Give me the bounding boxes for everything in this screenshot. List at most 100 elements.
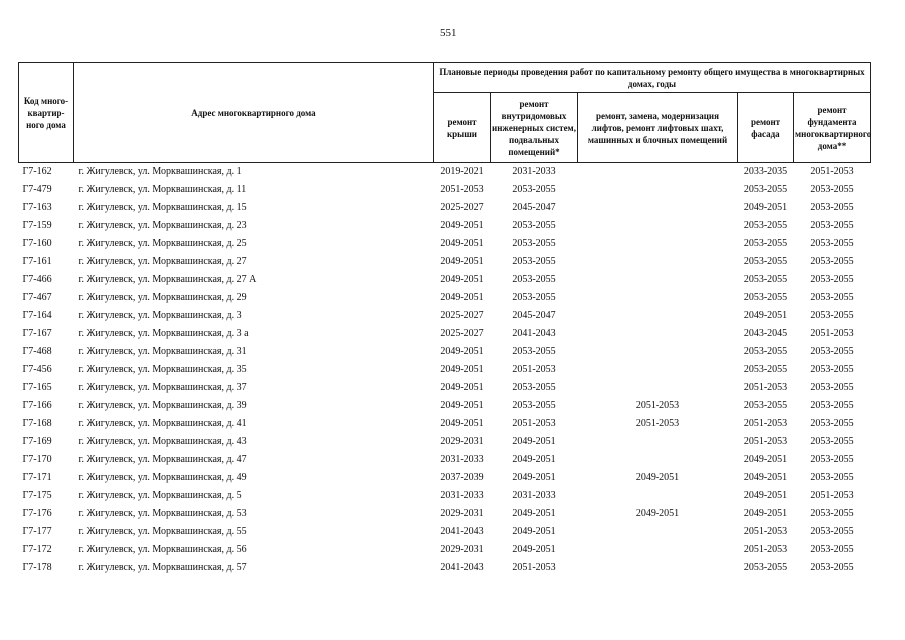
table-row: Г7-161 г. Жигулевск, ул. Морквашинская, д…: [19, 253, 871, 271]
cell-roof: 2019-2021: [440, 166, 484, 177]
cell-roof: 2031-2033: [440, 490, 484, 501]
cell-lifts: [578, 181, 738, 199]
table-row: Г7-160 г. Жигулевск, ул. Морквашинская, д…: [19, 235, 871, 253]
cell-roof: 2029-2031: [440, 436, 484, 447]
cell-roof: 2049-2051: [440, 292, 484, 303]
header-systems: ремонт внутридомовых инженерных систем, …: [490, 92, 578, 163]
cell-systems: 2031-2033: [512, 166, 556, 177]
cell-foundation: 2053-2055: [810, 220, 854, 231]
cell-foundation: 2053-2055: [810, 382, 854, 393]
cell-foundation: 2053-2055: [810, 292, 854, 303]
cell-code: Г7-467: [22, 292, 52, 303]
cell-address: г. Жигулевск, ул. Морквашинская, д. 1: [78, 166, 242, 177]
cell-facade: 2053-2055: [743, 238, 788, 249]
cell-foundation: 2053-2055: [810, 364, 854, 375]
cell-lifts: [578, 451, 738, 469]
cell-roof: 2025-2027: [440, 310, 484, 321]
cell-systems: 2049-2051: [512, 436, 556, 447]
cell-address: г. Жигулевск, ул. Морквашинская, д. 29: [78, 292, 247, 303]
cell-foundation: 2053-2055: [810, 202, 854, 213]
cell-systems: 2053-2055: [512, 346, 556, 357]
cell-roof: 2041-2043: [440, 526, 484, 537]
cell-roof: 2049-2051: [440, 274, 484, 285]
cell-code: Г7-175: [22, 490, 52, 501]
cell-lifts: [578, 379, 738, 397]
cell-address: г. Жигулевск, ул. Морквашинская, д. 39: [78, 400, 247, 411]
header-group: Плановые периоды проведения работ по кап…: [433, 62, 871, 93]
cell-foundation: 2051-2053: [810, 490, 854, 501]
cell-facade: 2051-2053: [743, 436, 788, 447]
cell-lifts: [578, 163, 738, 182]
cell-facade: 2053-2055: [743, 184, 788, 195]
table-row: Г7-169 г. Жигулевск, ул. Морквашинская, д…: [19, 433, 871, 451]
cell-foundation: 2053-2055: [810, 562, 854, 573]
cell-systems: 2053-2055: [512, 256, 556, 267]
cell-address: г. Жигулевск, ул. Морквашинская, д. 25: [78, 238, 247, 249]
cell-address: г. Жигулевск, ул. Морквашинская, д. 57: [78, 562, 247, 573]
cell-code: Г7-479: [22, 184, 52, 195]
cell-code: Г7-171: [22, 472, 52, 483]
cell-systems: 2041-2043: [512, 328, 556, 339]
cell-roof: 2037-2039: [440, 472, 484, 483]
table-row: Г7-162 г. Жигулевск, ул. Морквашинская, д…: [19, 163, 871, 182]
cell-lifts: [578, 325, 738, 343]
cell-facade: 2053-2055: [743, 364, 788, 375]
cell-foundation: 2051-2053: [810, 166, 854, 177]
cell-lifts: 2049-2051: [635, 508, 680, 519]
cell-lifts: [578, 253, 738, 271]
cell-address: г. Жигулевск, ул. Морквашинская, д. 11: [78, 184, 247, 195]
cell-lifts: [578, 541, 738, 559]
cell-roof: 2049-2051: [440, 382, 484, 393]
cell-roof: 2025-2027: [440, 328, 484, 339]
cell-systems: 2053-2055: [512, 238, 556, 249]
cell-facade: 2033-2035: [743, 166, 788, 177]
cell-lifts: [578, 487, 738, 505]
header-address: Адрес многоквартирного дома: [73, 62, 434, 163]
table-row: Г7-167 г. Жигулевск, ул. Морквашинская, д…: [19, 325, 871, 343]
cell-lifts: [578, 199, 738, 217]
cell-roof: 2049-2051: [440, 418, 484, 429]
cell-address: г. Жигулевск, ул. Морквашинская, д. 53: [78, 508, 247, 519]
cell-address: г. Жигулевск, ул. Морквашинская, д. 43: [78, 436, 247, 447]
cell-systems: 2053-2055: [512, 220, 556, 231]
cell-systems: 2053-2055: [512, 274, 556, 285]
cell-lifts: [578, 289, 738, 307]
cell-address: г. Жигулевск, ул. Морквашинская, д. 3: [78, 310, 242, 321]
cell-roof: 2051-2053: [440, 184, 484, 195]
cell-code: Г7-167: [22, 328, 52, 339]
header-lifts: ремонт, замена, модернизация лифтов, рем…: [577, 92, 738, 163]
cell-foundation: 2051-2053: [810, 328, 854, 339]
cell-code: Г7-456: [22, 364, 52, 375]
cell-foundation: 2053-2055: [810, 454, 854, 465]
cell-address: г. Жигулевск, ул. Морквашинская, д. 35: [78, 364, 247, 375]
table-row: Г7-456 г. Жигулевск, ул. Морквашинская, д…: [19, 361, 871, 379]
table-row: Г7-164 г. Жигулевск, ул. Морквашинская, д…: [19, 307, 871, 325]
cell-foundation: 2053-2055: [810, 436, 854, 447]
cell-foundation: 2053-2055: [810, 274, 854, 285]
cell-roof: 2041-2043: [440, 562, 484, 573]
cell-address: г. Жигулевск, ул. Морквашинская, д. 3 а: [78, 328, 249, 339]
cell-address: г. Жигулевск, ул. Морквашинская, д. 27: [78, 256, 247, 267]
cell-foundation: 2053-2055: [810, 310, 854, 321]
cell-systems: 2053-2055: [512, 382, 556, 393]
cell-lifts: [578, 433, 738, 451]
cell-address: г. Жигулевск, ул. Морквашинская, д. 49: [78, 472, 247, 483]
cell-address: г. Жигулевск, ул. Морквашинская, д. 47: [78, 454, 247, 465]
table-row: Г7-175 г. Жигулевск, ул. Морквашинская, д…: [19, 487, 871, 505]
cell-facade: 2049-2051: [743, 490, 788, 501]
table-row: Г7-168 г. Жигулевск, ул. Морквашинская, д…: [19, 415, 871, 433]
cell-roof: 2049-2051: [440, 364, 484, 375]
cell-address: г. Жигулевск, ул. Морквашинская, д. 15: [78, 202, 247, 213]
cell-code: Г7-166: [22, 400, 52, 411]
cell-roof: 2031-2033: [440, 454, 484, 465]
cell-foundation: 2053-2055: [810, 238, 854, 249]
cell-lifts: [578, 307, 738, 325]
cell-code: Г7-168: [22, 418, 52, 429]
table-row: Г7-171 г. Жигулевск, ул. Морквашинская, д…: [19, 469, 871, 487]
cell-systems: 2051-2053: [512, 562, 556, 573]
cell-roof: 2049-2051: [440, 256, 484, 267]
cell-foundation: 2053-2055: [810, 184, 854, 195]
table-row: Г7-170 г. Жигулевск, ул. Морквашинская, д…: [19, 451, 871, 469]
cell-code: Г7-165: [22, 382, 52, 393]
cell-facade: 2051-2053: [743, 526, 788, 537]
